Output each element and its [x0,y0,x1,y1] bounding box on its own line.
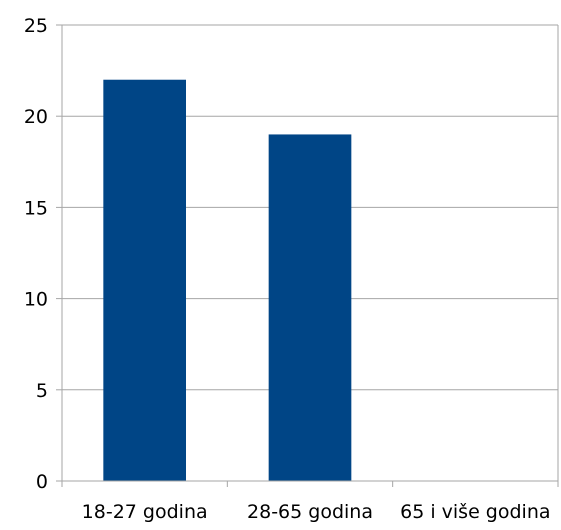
y-tick-label: 20 [24,106,48,128]
bar [103,79,186,481]
y-tick-label: 15 [24,197,48,219]
y-axis-tick-labels: 0 5 10 15 20 25 [24,15,48,493]
y-tick-label: 25 [24,15,48,37]
y-tick-label: 10 [24,289,48,311]
x-axis-category-labels: 18-27 godina 28-65 godina 65 i više godina [82,501,551,523]
y-tick-label: 5 [36,380,48,402]
axes [56,24,559,487]
x-category-label: 18-27 godina [82,501,208,523]
bars [103,79,352,481]
x-category-label: 65 i više godina [400,501,550,523]
y-tick-label: 0 [36,471,48,493]
x-category-label: 28-65 godina [247,501,373,523]
bar [268,134,352,481]
